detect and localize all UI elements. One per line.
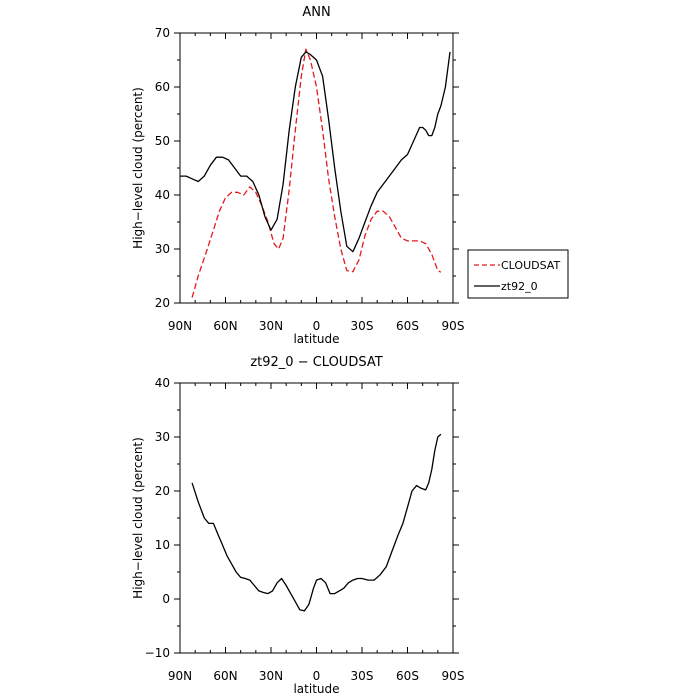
x-tick-label: 60N [213, 319, 237, 333]
x-tick-label: 90N [168, 319, 192, 333]
legend: CLOUDSAT zt92_0 [467, 249, 569, 299]
y-tick-label: 0 [162, 592, 170, 606]
legend-label-zt92-0: zt92_0 [501, 280, 538, 293]
series-line-cloudsat [191, 48, 442, 298]
x-tick-label: 60N [213, 669, 237, 683]
y-tick-label: 30 [155, 242, 170, 256]
chart-title: ANN [302, 5, 330, 20]
x-tick-label: 0 [313, 319, 321, 333]
x-tick-label: 30N [259, 319, 283, 333]
legend-label-cloudsat: CLOUDSAT [501, 259, 560, 272]
plot-frame [179, 32, 454, 304]
series-line-difference [191, 433, 442, 612]
y-tick-label: 10 [155, 538, 170, 552]
y-axis-label: High−level cloud (percent) [131, 437, 145, 599]
y-tick-label: 50 [155, 134, 170, 148]
y-tick-label: −10 [145, 646, 170, 660]
chart-title: zt92_0 − CLOUDSAT [250, 355, 382, 370]
x-tick-label: 30S [351, 669, 374, 683]
y-tick-label: 40 [155, 188, 170, 202]
x-tick-label: 60S [396, 669, 419, 683]
y-tick-label: 30 [155, 430, 170, 444]
y-tick-label: 20 [155, 484, 170, 498]
y-tick-label: 40 [155, 376, 170, 390]
y-axis-label: High−level cloud (percent) [131, 87, 145, 249]
x-tick-label: 0 [313, 669, 321, 683]
bottom-panel: zt92_0 − CLOUDSAT 90N 60N 30N 0 30S 60S 90S −10 0… [131, 355, 464, 696]
x-tick-label: 90S [442, 319, 465, 333]
legend-box [467, 249, 569, 299]
x-tick-label: 90S [442, 669, 465, 683]
series-line-zt92-0 [180, 51, 451, 253]
y-tick-label: 60 [155, 80, 170, 94]
x-tick-label: 30S [351, 319, 374, 333]
plot-frame [179, 382, 454, 654]
x-tick-label: 30N [259, 669, 283, 683]
y-tick-label: 20 [155, 296, 170, 310]
x-axis-label: latitude [293, 332, 339, 346]
x-tick-label: 60S [396, 319, 419, 333]
x-axis-label: latitude [293, 682, 339, 696]
top-panel: ANN 90N 60N 30N 0 30S 60S 90S 20 30 40 50 60 70 latitu… [131, 5, 464, 346]
x-tick-label: 90N [168, 669, 192, 683]
y-tick-label: 70 [155, 26, 170, 40]
